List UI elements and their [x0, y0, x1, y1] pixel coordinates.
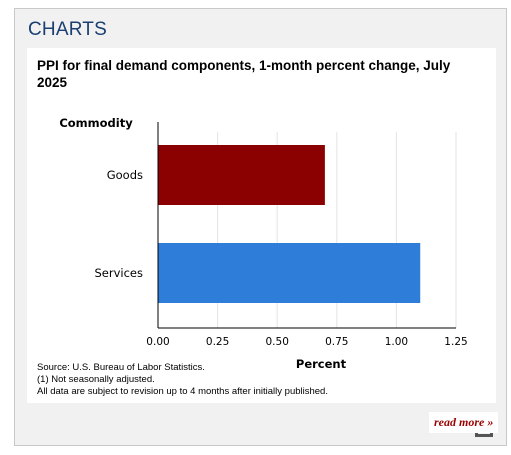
y-axis-title: Commodity	[59, 116, 133, 130]
category-label: Goods	[107, 168, 143, 182]
read-more-link[interactable]: read more »	[429, 412, 499, 433]
bar-services	[158, 243, 421, 303]
x-tick-label: 0.25	[206, 336, 229, 348]
chart-title: PPI for final demand components, 1-month…	[37, 58, 451, 90]
source-note: Source: U.S. Bureau of Labor Statistics.	[37, 362, 205, 373]
x-axis-title: Percent	[296, 357, 347, 371]
chart-card: PPI for final demand components, 1-month…	[27, 48, 496, 437]
x-tick-label: 1.00	[385, 336, 408, 348]
x-tick-label: 0.50	[266, 336, 289, 348]
x-tick-label: 1.25	[444, 336, 467, 348]
revision-note: All data are subject to revision up to 4…	[37, 386, 328, 397]
x-tick-label: 0.75	[325, 336, 348, 348]
chart-notes: Source: U.S. Bureau of Labor Statistics.…	[37, 362, 328, 398]
seasonal-note: (1) Not seasonally adjusted.	[37, 374, 155, 385]
charts-panel: CHARTS PPI for final demand components, …	[14, 8, 507, 446]
bar-chart: 0.00 0.25 0.50 0.75 1.00 1.25 Goods Services Com…	[59, 116, 467, 371]
panel-title: CHARTS	[28, 19, 107, 40]
x-tick-label: 0.00	[146, 336, 169, 348]
category-label: Services	[95, 266, 144, 280]
bar-goods	[158, 145, 325, 205]
